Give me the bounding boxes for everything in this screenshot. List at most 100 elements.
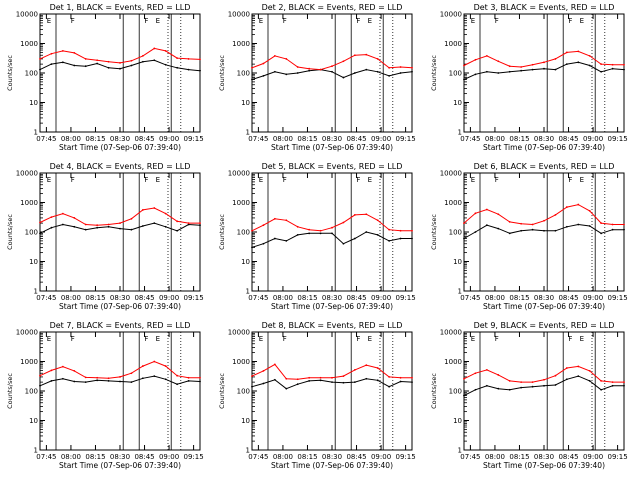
x-tick-label: 08:00 [273,453,293,461]
y-tick-label: 100 [237,388,250,396]
y-tick-label: 10000 [228,170,250,178]
marker-label: F [144,17,148,25]
data-point-lld [164,212,167,215]
data-point-lld [262,224,265,227]
data-point-lld [285,377,288,380]
data-point-lld [611,381,614,384]
marker-label: E [47,176,51,184]
x-tick-label: 09:15 [608,294,628,302]
marker-label: F [356,17,360,25]
data-point-lld [611,223,614,226]
data-point-lld [388,66,391,69]
y-tick-label: 1 [458,447,462,455]
x-axis-label: Start Time (07-Sep-06 07:39:40) [483,461,605,470]
y-tick-label: 1 [458,288,462,296]
data-point-lld [543,378,545,381]
data-point-lld [388,228,391,231]
x-axis-label: Start Time (07-Sep-06 07:39:40) [271,302,393,311]
y-tick-label: 10 [241,258,250,266]
data-point-events [107,225,110,228]
data-point-lld [73,217,76,219]
data-point-events [107,66,110,69]
data-point-lld [565,206,568,208]
plot-frame [463,331,625,451]
data-point-events [61,223,64,226]
data-point-events [411,70,413,73]
y-tick-label: 10 [453,258,462,266]
data-point-events [365,377,368,380]
data-point-lld [399,66,402,68]
data-point-events [130,381,133,384]
x-axis-label: Start Time (07-Sep-06 07:39:40) [483,302,605,311]
data-point-lld [376,219,379,222]
y-tick-label: 100 [449,388,462,396]
data-point-lld [463,222,465,225]
chart-panel-1: Det 1, BLACK = Events, RED = LLD 1 10 100 10… [6,3,204,152]
data-point-lld [365,213,368,216]
data-point-events [543,67,545,70]
data-point-events [153,222,156,225]
y-tick-label: 10 [241,417,250,425]
data-point-lld [251,375,253,377]
data-point-events [273,70,276,73]
data-point-lld [411,229,413,232]
x-tick-label: 09:00 [371,453,391,461]
data-point-lld [296,225,299,228]
data-point-events [39,384,41,387]
data-point-events [39,68,41,71]
chart-title: Det 5, BLACK = Events, RED = LLD [262,162,403,171]
x-tick-label: 07:45 [248,294,268,302]
data-point-events [365,68,368,71]
data-point-events [61,61,64,64]
data-point-events [73,225,76,228]
plot-frame [251,172,413,292]
x-tick-label: 07:45 [248,453,268,461]
data-point-lld [577,50,580,53]
data-point-events [153,375,156,377]
y-tick-label: 100 [449,70,462,78]
data-point-lld [153,360,156,363]
x-tick-label: 08:30 [110,453,130,461]
data-point-events [130,228,133,231]
data-point-events [554,229,557,232]
data-point-lld [508,220,511,223]
data-point-lld [273,54,276,57]
data-point-events [50,379,53,382]
chart-panel-2: Det 2, BLACK = Events, RED = LLD 1 10 100 10… [218,3,416,152]
x-tick-label: 09:00 [159,453,179,461]
data-point-lld [285,58,288,60]
data-point-lld [61,365,64,368]
data-point-lld [96,59,99,62]
data-point-events [251,78,253,81]
data-point-events [463,78,465,81]
plot-frame [463,13,625,133]
data-point-lld [153,47,156,50]
data-point-lld [543,61,545,64]
chart-panel-5: Det 5, BLACK = Events, RED = LLD 1 10 100 10… [218,162,416,311]
y-axis-label: Counts/sec [430,373,438,409]
y-tick-label: 10000 [16,329,38,337]
data-point-lld [623,381,625,384]
data-point-lld [107,223,110,226]
x-tick-label: 09:15 [396,294,416,302]
x-tick-label: 08:30 [534,294,554,302]
data-point-lld [199,58,201,61]
data-point-events [96,62,99,65]
y-axis-label: Counts/sec [6,55,14,91]
data-point-lld [176,374,179,377]
data-point-lld [554,58,557,60]
data-point-events [520,69,523,72]
x-tick-label: 08:00 [485,294,505,302]
data-point-events [623,68,625,71]
data-point-events [554,384,557,386]
x-tick-label: 08:00 [485,135,505,143]
data-point-events [520,229,523,232]
data-point-lld [308,376,311,379]
data-point-events [342,76,345,79]
y-tick-label: 10000 [228,11,250,19]
y-tick-label: 100 [449,229,462,237]
chart-panel-6: Det 6, BLACK = Events, RED = LLD 1 10 100 10… [430,162,628,311]
data-point-lld [296,378,299,381]
data-point-events [554,68,557,71]
plot-frame [39,13,201,133]
